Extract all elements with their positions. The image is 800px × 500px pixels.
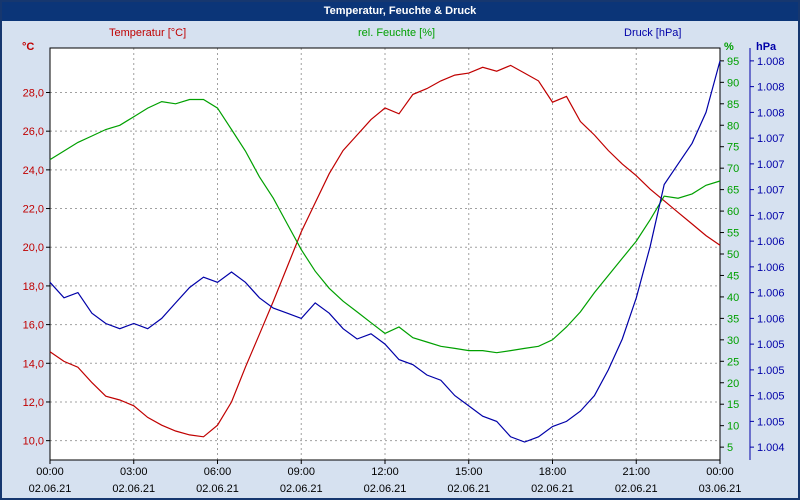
hum-tick-label: 75 <box>727 142 739 154</box>
date-tick-label: 02.06.21 <box>29 483 72 495</box>
date-tick-label: 02.06.21 <box>447 483 490 495</box>
legend-pressure: Druck [hPa] <box>624 27 682 39</box>
hum-tick-label: 50 <box>727 249 739 261</box>
time-tick-label: 06:00 <box>204 466 232 478</box>
time-tick-label: 15:00 <box>455 466 483 478</box>
pres-tick-label: 1.005 <box>757 416 785 428</box>
time-tick-label: 12:00 <box>371 466 399 478</box>
time-tick-label: 18:00 <box>539 466 567 478</box>
temp-tick-label: 20,0 <box>23 242 44 254</box>
pressure-curve <box>49 60 721 443</box>
time-tick-label: 00:00 <box>706 466 734 478</box>
pres-tick-label: 1.005 <box>757 391 785 403</box>
hum-tick-label: 95 <box>727 56 739 68</box>
pres-tick-label: 1.006 <box>757 313 785 325</box>
legend-temperature: Temperatur [°C] <box>109 27 187 39</box>
temp-tick-label: 18,0 <box>23 281 44 293</box>
pres-tick-label: 1.006 <box>757 288 785 300</box>
humidity-axis-unit: % <box>724 41 734 53</box>
temp-tick-label: 24,0 <box>23 165 44 177</box>
hum-tick-label: 5 <box>727 442 733 454</box>
hum-tick-label: 45 <box>727 270 739 282</box>
temp-tick-label: 10,0 <box>23 436 44 448</box>
pres-tick-label: 1.005 <box>757 339 785 351</box>
hum-tick-label: 30 <box>727 335 739 347</box>
hum-tick-label: 40 <box>727 292 739 304</box>
window-title: Temperatur, Feuchte & Druck <box>323 5 477 17</box>
pres-tick-label: 1.005 <box>757 365 785 377</box>
pres-tick-label: 1.004 <box>757 442 785 454</box>
pres-tick-label: 1.008 <box>757 82 785 94</box>
date-tick-label: 02.06.21 <box>364 483 407 495</box>
hum-tick-label: 85 <box>727 99 739 111</box>
pres-tick-label: 1.008 <box>757 56 785 68</box>
temperature-axis-unit: °C <box>22 41 35 53</box>
temp-tick-label: 14,0 <box>23 358 44 370</box>
window-titlebar[interactable]: Temperatur, Feuchte & Druck <box>2 2 798 21</box>
date-tick-label: 02.06.21 <box>280 483 323 495</box>
pres-tick-label: 1.007 <box>757 133 785 145</box>
pres-tick-label: 1.007 <box>757 185 785 197</box>
date-tick-label: 02.06.21 <box>196 483 239 495</box>
hum-tick-label: 80 <box>727 120 739 132</box>
hum-tick-label: 90 <box>727 77 739 89</box>
hum-tick-label: 25 <box>727 356 739 368</box>
hum-tick-label: 10 <box>727 421 739 433</box>
temp-tick-label: 28,0 <box>23 87 44 99</box>
temp-tick-label: 16,0 <box>23 320 44 332</box>
date-tick-label: 03.06.21 <box>699 483 742 495</box>
date-tick-label: 02.06.21 <box>112 483 155 495</box>
temp-tick-label: 26,0 <box>23 126 44 138</box>
pres-tick-label: 1.008 <box>757 107 785 119</box>
hum-tick-label: 70 <box>727 163 739 175</box>
time-tick-label: 00:00 <box>36 466 64 478</box>
pressure-axis-unit: hPa <box>756 41 777 53</box>
pres-tick-label: 1.006 <box>757 236 785 248</box>
pres-tick-label: 1.007 <box>757 159 785 171</box>
time-tick-label: 21:00 <box>622 466 650 478</box>
hum-tick-label: 65 <box>727 185 739 197</box>
hum-tick-label: 35 <box>727 313 739 325</box>
temperature-curve <box>49 64 721 438</box>
temp-tick-label: 22,0 <box>23 204 44 216</box>
hum-tick-label: 55 <box>727 228 739 240</box>
hum-tick-label: 20 <box>727 378 739 390</box>
pres-tick-label: 1.007 <box>757 210 785 222</box>
date-tick-label: 02.06.21 <box>531 483 574 495</box>
date-tick-label: 02.06.21 <box>615 483 658 495</box>
hum-tick-label: 60 <box>727 206 739 218</box>
time-tick-label: 09:00 <box>287 466 315 478</box>
hum-tick-label: 15 <box>727 399 739 411</box>
pres-tick-label: 1.006 <box>757 262 785 274</box>
time-tick-label: 03:00 <box>120 466 148 478</box>
temp-tick-label: 12,0 <box>23 397 44 409</box>
legend-humidity: rel. Feuchte [%] <box>358 27 436 39</box>
humidity-curve <box>49 98 721 354</box>
